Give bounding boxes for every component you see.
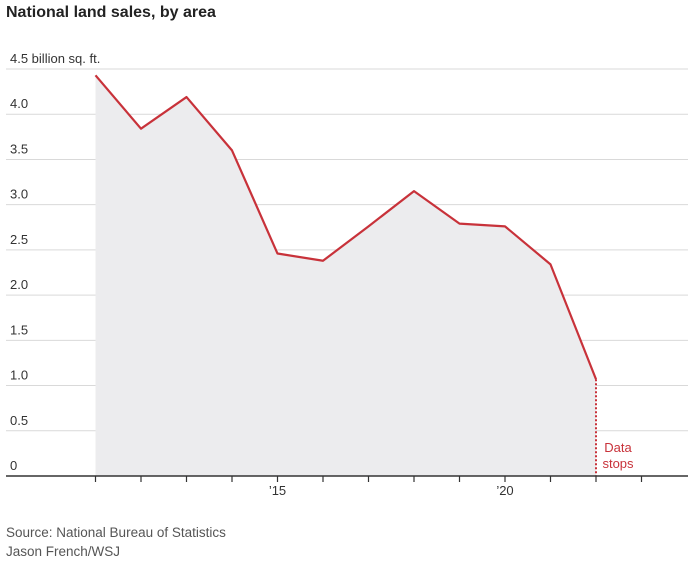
annotation-line: stops — [602, 456, 634, 471]
area-fill — [95, 75, 596, 476]
x-tick-label: ’15 — [269, 483, 286, 498]
y-tick-label: 3.5 — [10, 141, 28, 156]
annotation-line: Data — [604, 440, 632, 455]
y-tick-label: 0 — [10, 458, 17, 473]
series-line — [94, 74, 598, 380]
y-tick-label: 3.0 — [10, 187, 28, 202]
x-tick-labels: ’15 ’20 — [269, 483, 514, 498]
y-tick-label: 2.5 — [10, 232, 28, 247]
y-tick-label: 2.0 — [10, 277, 28, 292]
y-tick-labels: 0 0.5 1.0 1.5 2.0 2.5 3.0 3.5 4.0 — [10, 96, 28, 473]
y-tick-label: 1.5 — [10, 322, 28, 337]
x-axis — [6, 475, 688, 482]
y-unit-label: 4.5 billion sq. ft. — [10, 51, 100, 66]
y-tick-label: 0.5 — [10, 413, 28, 428]
y-tick-label: 1.0 — [10, 368, 28, 383]
x-tick-label: ’20 — [496, 483, 513, 498]
credit-note: Jason French/WSJ — [6, 544, 121, 559]
y-tick-label: 4.0 — [10, 96, 28, 111]
chart-title: National land sales, by area — [6, 4, 216, 21]
source-note: Source: National Bureau of Statistics — [6, 525, 226, 540]
